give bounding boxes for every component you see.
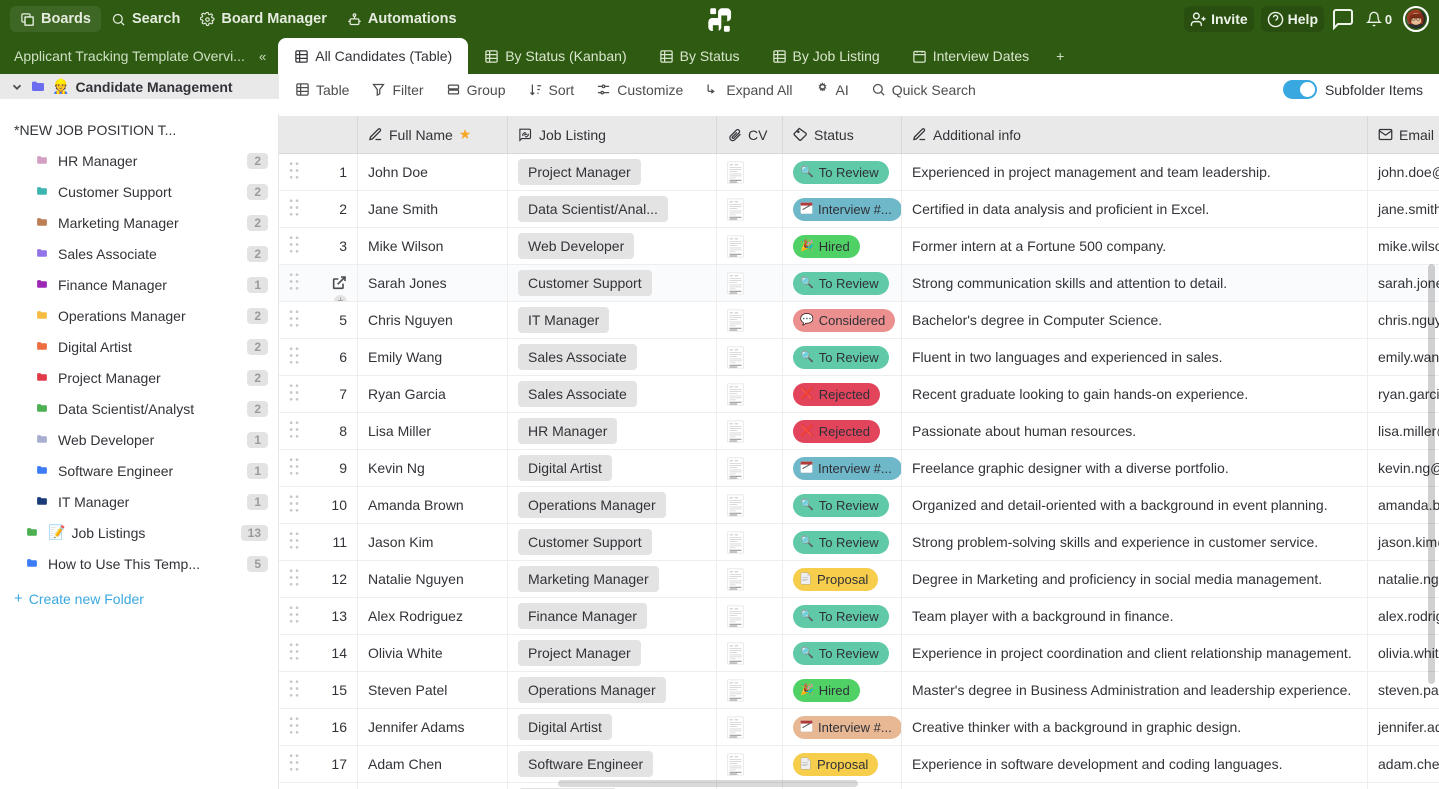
svg-text:AI: AI	[820, 87, 824, 92]
